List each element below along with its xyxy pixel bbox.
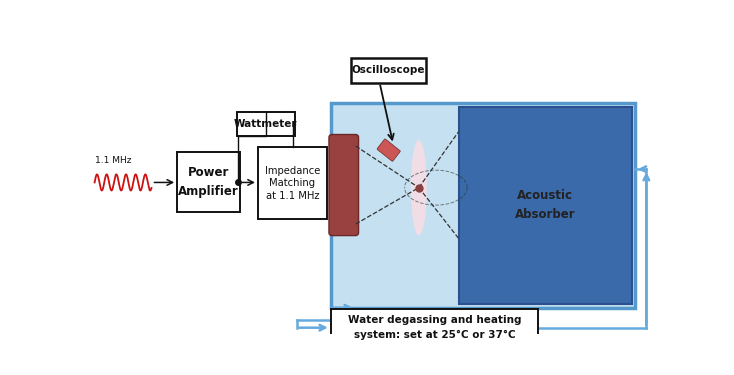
Ellipse shape [411,140,426,235]
Text: Acoustic
Absorber: Acoustic Absorber [515,189,575,221]
FancyBboxPatch shape [237,112,295,136]
Text: Wattmeter: Wattmeter [234,119,297,129]
Bar [459,107,632,304]
FancyBboxPatch shape [351,58,426,82]
Text: Impedance: Impedance [265,166,320,176]
FancyBboxPatch shape [329,135,358,236]
Text: system: set at 25°C or 37°C: system: set at 25°C or 37°C [354,330,515,340]
Text: Power: Power [188,166,229,179]
Text: Amplifier: Amplifier [178,186,239,198]
FancyBboxPatch shape [330,103,635,308]
FancyBboxPatch shape [377,139,400,161]
Text: Water degassing and heating: Water degassing and heating [348,315,521,325]
Text: Matching: Matching [269,178,316,188]
FancyBboxPatch shape [177,152,239,213]
Text: at 1.1 MHz: at 1.1 MHz [266,191,319,201]
Text: Oscilloscope: Oscilloscope [352,65,425,75]
Text: 1.1 MHz: 1.1 MHz [95,156,131,165]
FancyBboxPatch shape [258,147,327,219]
FancyBboxPatch shape [330,309,538,347]
